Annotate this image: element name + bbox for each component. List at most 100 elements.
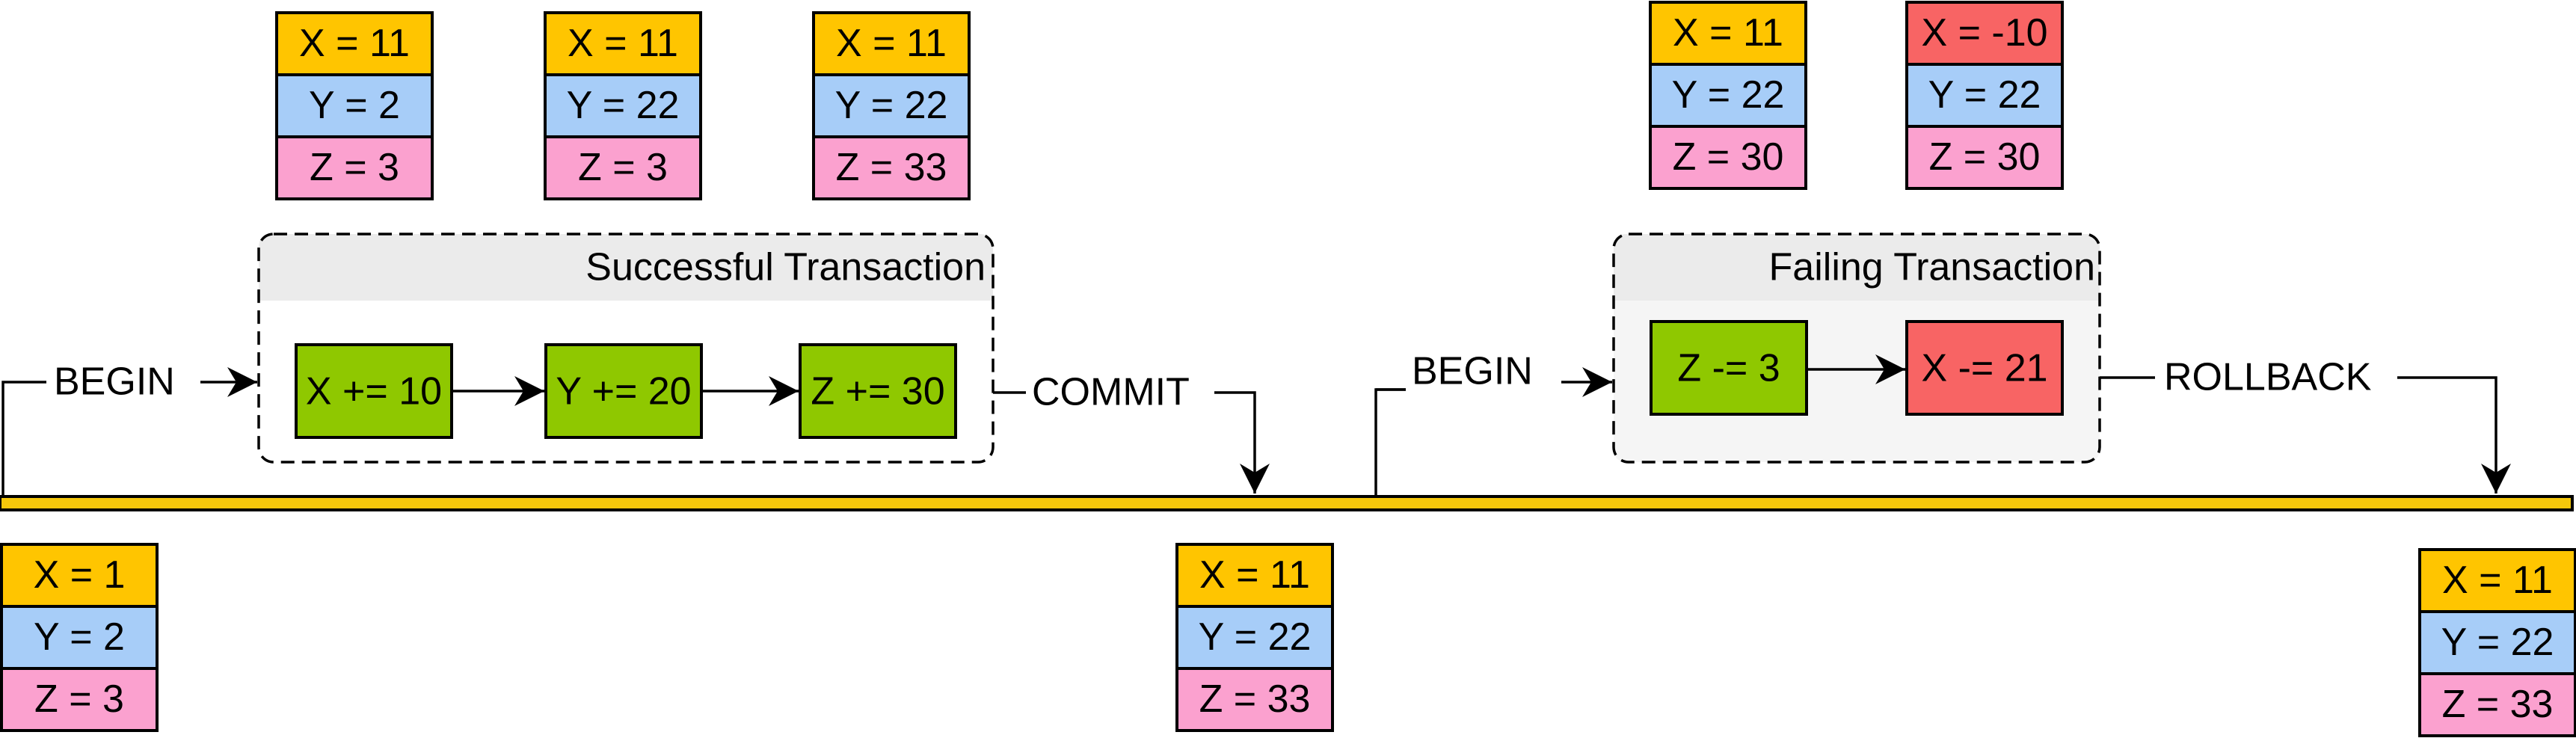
timeline xyxy=(0,495,2574,511)
state-cell-bg xyxy=(1905,63,2064,128)
state-cell-z: Z = 30 xyxy=(1649,125,1807,190)
begin-label: BEGIN xyxy=(1412,350,1533,393)
rollback-label: ROLLBACK xyxy=(2164,356,2372,399)
state-cell-z: Z = 3 xyxy=(275,135,434,200)
state-cell-bg xyxy=(275,11,434,76)
state-cell-text: X = 11 xyxy=(2442,559,2553,602)
state-cell-bg xyxy=(1175,667,1334,732)
state-cell-text: Y = 22 xyxy=(1199,615,1312,659)
state-cell-bg xyxy=(275,73,434,138)
state-cell-bg xyxy=(275,135,434,200)
rollback-connector: ROLLBACK xyxy=(2100,356,2511,493)
state-cell-bg xyxy=(0,667,159,732)
state-cell-bg xyxy=(1649,63,1807,128)
successful-transaction-box xyxy=(257,233,995,464)
op-box-y-plus-20: Y += 20 xyxy=(544,343,703,439)
state-cell-bg xyxy=(1649,125,1807,190)
successful-transaction-group: Successful Transaction X += 10 Y += 20 Z… xyxy=(257,233,995,464)
state-cell-text: Y = 22 xyxy=(567,84,680,127)
state-cell-y: Y = 22 xyxy=(812,73,971,138)
state-cell-bg xyxy=(0,543,159,608)
state-cell-text: X = 1 xyxy=(34,553,126,597)
state-stack-after-z: X = 11 Y = 22 Z = 33 xyxy=(812,11,971,200)
state-cell-z: Z = 33 xyxy=(1175,667,1334,732)
state-cell-x: X = 1 xyxy=(0,543,159,608)
state-stack-after-y: X = 11 Y = 22 Z = 3 xyxy=(544,11,702,200)
state-cell-text: Y = 22 xyxy=(2441,621,2554,664)
op-box-x-minus-21: X -= 21 xyxy=(1905,320,2064,416)
state-cell-text: Z = 30 xyxy=(1673,135,1784,179)
state-cell-bg xyxy=(812,11,971,76)
state-cell-bg xyxy=(2418,672,2576,737)
op-box-z-plus-30: Z += 30 xyxy=(799,343,957,439)
state-cell-z: Z = 3 xyxy=(0,667,159,732)
state-cell-text: Z = 3 xyxy=(34,677,124,721)
state-cell-z: Z = 33 xyxy=(812,135,971,200)
op-box-z-minus-3: Z -= 3 xyxy=(1650,320,1808,416)
state-cell-text: Z = 33 xyxy=(836,146,947,189)
state-cell-x: X = 11 xyxy=(1175,543,1334,608)
state-cell-bg xyxy=(812,73,971,138)
begin-label: BEGIN xyxy=(54,360,175,404)
state-cell-y: Y = 22 xyxy=(1649,63,1807,128)
state-cell-y: Y = 2 xyxy=(275,73,434,138)
state-cell-text: Z = 33 xyxy=(2442,683,2554,726)
state-cell-bg xyxy=(1905,1,2064,66)
state-cell-bg xyxy=(544,135,702,200)
state-cell-x: X = -10 xyxy=(1905,1,2064,66)
state-cell-x: X = 11 xyxy=(1649,1,1807,66)
failing-transaction-title: Failing Transaction xyxy=(1769,246,2095,289)
state-cell-text: X = 11 xyxy=(836,22,947,65)
op-label: Y += 20 xyxy=(556,370,691,413)
state-stack-after-commit: X = 11 Y = 22 Z = 33 xyxy=(1175,543,1334,732)
state-cell-text: X = 11 xyxy=(299,22,410,65)
state-stack-fail-step1: X = 11 Y = 22 Z = 30 xyxy=(1649,1,1807,190)
state-cell-bg xyxy=(812,135,971,200)
state-cell-x: X = 11 xyxy=(275,11,434,76)
state-cell-text: X = -10 xyxy=(1921,11,2047,55)
state-cell-text: Z = 3 xyxy=(310,146,399,189)
state-cell-x: X = 11 xyxy=(812,11,971,76)
commit-connector: COMMIT xyxy=(993,371,1270,493)
state-cell-x: X = 11 xyxy=(544,11,702,76)
state-cell-text: X = 11 xyxy=(568,22,678,65)
op-label: X -= 21 xyxy=(1921,347,2047,390)
state-cell-bg xyxy=(1175,605,1334,670)
state-cell-bg xyxy=(1905,125,2064,190)
state-cell-text: Y = 22 xyxy=(1672,73,1785,117)
state-cell-y: Y = 22 xyxy=(1905,63,2064,128)
commit-label: COMMIT xyxy=(1032,371,1190,414)
state-cell-text: Z = 3 xyxy=(578,146,668,189)
state-stack-after-x: X = 11 Y = 2 Z = 3 xyxy=(275,11,434,200)
op-label: X += 10 xyxy=(306,370,442,413)
state-cell-z: Z = 3 xyxy=(544,135,702,200)
begin-connector-failing: BEGIN xyxy=(1374,350,1612,496)
state-cell-text: Y = 22 xyxy=(1928,73,2041,117)
state-cell-y: Y = 2 xyxy=(0,605,159,670)
state-cell-bg xyxy=(1649,1,1807,66)
successful-transaction-title: Successful Transaction xyxy=(585,246,986,289)
state-cell-text: X = 11 xyxy=(1199,553,1310,597)
state-cell-z: Z = 30 xyxy=(1905,125,2064,190)
failing-transaction-group: Failing Transaction Z -= 3 X -= 21 xyxy=(1612,233,2101,464)
failing-transaction-box xyxy=(1612,233,2101,464)
state-cell-text: X = 11 xyxy=(1673,11,1783,55)
state-cell-text: Z = 33 xyxy=(1199,677,1311,721)
state-cell-y: Y = 22 xyxy=(2418,610,2576,675)
state-stack-after-rollback: X = 11 Y = 22 Z = 33 xyxy=(2418,548,2576,737)
state-stack-initial: X = 1 Y = 2 Z = 3 xyxy=(0,543,159,732)
state-cell-z: Z = 33 xyxy=(2418,672,2576,737)
state-cell-y: Y = 22 xyxy=(1175,605,1334,670)
state-cell-text: Y = 2 xyxy=(309,84,400,127)
state-stack-fail-step2: X = -10 Y = 22 Z = 30 xyxy=(1905,1,2064,190)
state-cell-text: Z = 30 xyxy=(1929,135,2041,179)
begin-connector-successful: BEGIN xyxy=(1,360,257,496)
state-cell-x: X = 11 xyxy=(2418,548,2576,613)
op-label: Z -= 3 xyxy=(1677,347,1780,390)
op-label: Z += 30 xyxy=(811,370,944,413)
state-cell-text: Y = 22 xyxy=(835,84,948,127)
state-cell-y: Y = 22 xyxy=(544,73,702,138)
state-cell-text: Y = 2 xyxy=(34,615,125,659)
